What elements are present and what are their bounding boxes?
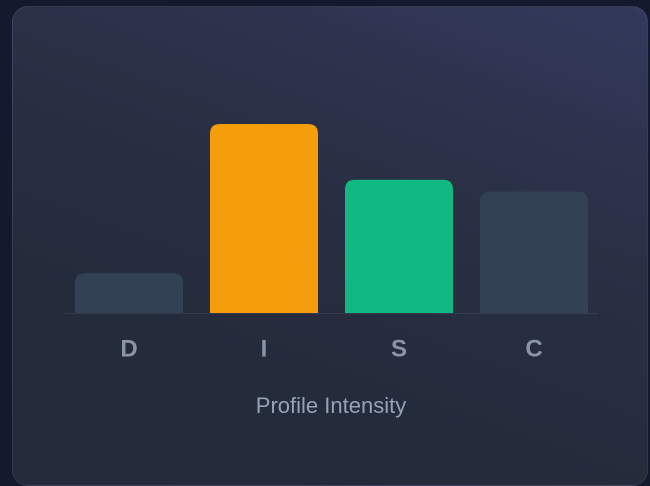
chart: Profile Intensity D I S C (65, 124, 598, 418)
bar (210, 124, 318, 313)
x-tick-label: D (120, 335, 137, 362)
x-tick-label: S (391, 335, 407, 362)
bar (345, 179, 453, 313)
bar (75, 273, 183, 313)
bar (480, 191, 588, 313)
x-tick-label: C (525, 335, 542, 362)
x-tick-label: I (261, 335, 268, 362)
chart-title: Profile Intensity (256, 393, 406, 418)
